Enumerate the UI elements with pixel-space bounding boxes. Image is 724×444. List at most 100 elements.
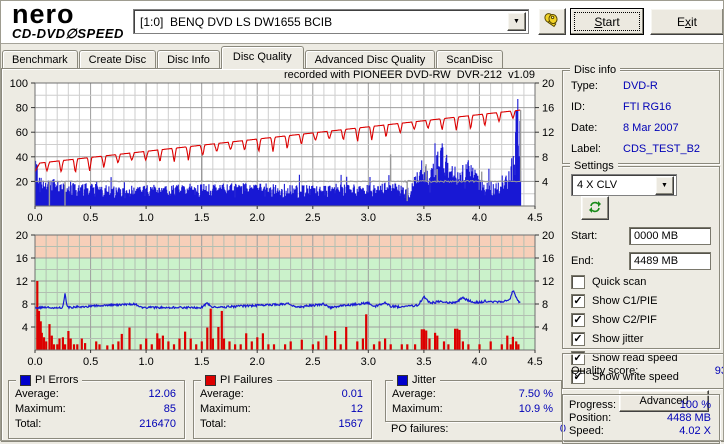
keys-icon (543, 12, 561, 31)
quality-score-label: Quality score: (571, 365, 639, 377)
svg-text:0.5: 0.5 (83, 356, 98, 368)
checkbox-icon[interactable]: ✓ (571, 332, 585, 346)
stat-label: Speed: (569, 425, 604, 437)
svg-text:0.5: 0.5 (83, 212, 98, 222)
stat-row: Speed: 4.02 X (563, 425, 719, 438)
tab-scandisc[interactable]: ScanDisc (436, 50, 503, 69)
svg-text:60: 60 (16, 127, 28, 139)
svg-text:8: 8 (22, 299, 28, 311)
pi-errors-legend: PI Errors (16, 374, 83, 386)
checkbox-icon[interactable]: ✓ (571, 370, 585, 384)
tab-create-disc[interactable]: Create Disc (78, 50, 157, 69)
start-field[interactable]: 0000 MB (629, 227, 711, 245)
pi-errors-swatch-icon (20, 374, 31, 386)
scan-speed-select[interactable]: 4 X CLV ▼ (571, 174, 677, 196)
disc-info-label: Label: (571, 143, 601, 155)
disc-info-label: Date: (571, 122, 598, 134)
checkbox-icon[interactable] (571, 275, 585, 289)
checkbox-show-c2-pif[interactable]: ✓ Show C2/PIF (571, 313, 711, 327)
pi-failures-title: PI Failures (220, 374, 273, 386)
svg-text:3.5: 3.5 (416, 356, 431, 368)
drive-select-arrow-button[interactable]: ▼ (507, 12, 526, 31)
svg-text:4.5: 4.5 (527, 356, 542, 368)
checkbox-show-read-speed[interactable]: ✓ Show read speed (571, 351, 711, 365)
svg-text:8: 8 (542, 152, 548, 164)
progress-panel: Progress: 100 % Position: 4488 MB Speed: 4.02… (562, 394, 720, 444)
pi-errors-rows: Average: 12.06 Maximum: 85 Total: 216470 (9, 381, 184, 432)
svg-text:4.0: 4.0 (472, 212, 487, 222)
checkbox-icon[interactable]: ✓ (571, 294, 585, 308)
checkbox-label: Show write speed (592, 371, 679, 383)
refresh-button[interactable] (581, 196, 609, 220)
disc-info-label: ID: (571, 101, 586, 113)
quality-score-panel: Quality score: 93 (562, 353, 724, 389)
stat-label: Total: (200, 418, 227, 430)
stat-row: Average: 0.01 (194, 387, 371, 402)
stat-value: 7.50 % (518, 388, 553, 400)
disc-info-value: CDS_TEST_B2 (623, 143, 701, 155)
checkbox-quick-scan[interactable]: Quick scan (571, 275, 711, 289)
progress-rows: Progress: 100 % Position: 4488 MB Speed: 4.02… (563, 399, 719, 438)
settings-panel: Settings 4 X CLV ▼ Start: 0000 (562, 160, 720, 412)
disc-info-value: DVD-R (623, 80, 658, 92)
svg-text:16: 16 (16, 253, 28, 265)
scan-speed-arrow-button[interactable]: ▼ (655, 175, 674, 195)
po-failures-label: PO failures: (391, 423, 449, 435)
stat-row: Average: 7.50 % (386, 387, 561, 402)
pi-failures-rows: Average: 0.01 Maximum: 12 Total: 1567 (194, 381, 371, 432)
stat-label: Average: (200, 388, 244, 400)
disc-info-legend: Disc info (570, 64, 621, 76)
chevron-down-icon: ▼ (513, 18, 520, 25)
disc-info-title: Disc info (574, 64, 617, 76)
pi-failures-panel: PI Failures Average: 0.01 Maximum: 12 Total:… (193, 374, 372, 439)
settings-checkboxes: Quick scan ✓ Show C1/PIE ✓ Show C2/PIF ✓ Show … (571, 275, 711, 384)
stat-value: 85 (163, 403, 176, 415)
stat-label: Maximum: (15, 403, 66, 415)
start-field-label: Start: (571, 230, 598, 242)
stat-row: Average: 12.06 (9, 387, 184, 402)
svg-text:12: 12 (542, 276, 554, 288)
checkbox-show-jitter[interactable]: ✓ Show jitter (571, 332, 711, 346)
jitter-swatch-icon (397, 374, 408, 386)
svg-text:8: 8 (542, 299, 548, 311)
stat-value: 4.02 X (679, 425, 711, 437)
stat-row: Position: 4488 MB (563, 412, 719, 425)
settings-title: Settings (574, 160, 614, 172)
stat-row: Progress: 100 % (563, 399, 719, 412)
svg-text:0.0: 0.0 (27, 356, 42, 368)
checkbox-icon[interactable]: ✓ (571, 351, 585, 365)
svg-text:40: 40 (16, 152, 28, 164)
pi-failures-legend: PI Failures (201, 374, 277, 386)
stat-value: 4488 MB (666, 412, 711, 424)
options-button[interactable] (538, 8, 566, 35)
stat-label: Average: (392, 388, 436, 400)
end-field[interactable]: 4489 MB (629, 252, 711, 270)
logo-nero-text: nero (12, 0, 75, 29)
checkbox-show-c1-pie[interactable]: ✓ Show C1/PIE (571, 294, 711, 308)
tab-disc-info[interactable]: Disc Info (157, 50, 220, 69)
svg-text:100: 100 (10, 78, 28, 90)
stat-label: Total: (15, 418, 42, 430)
jitter-panel: Jitter Average: 7.50 % Maximum: 10.9 % (385, 374, 562, 422)
checkbox-show-write-speed[interactable]: ✓ Show write speed (571, 370, 711, 384)
jitter-legend: Jitter (393, 374, 440, 386)
drive-select[interactable]: [1:0] BENQ DVD LS DW1655 BCIB ▼ (133, 9, 529, 34)
svg-text:2.5: 2.5 (305, 356, 320, 368)
tab-advanced-disc-quality[interactable]: Advanced Disc Quality (304, 50, 436, 69)
stat-row: Maximum: 12 (194, 402, 371, 417)
advanced-button[interactable]: Advanced (619, 390, 709, 412)
checkbox-label: Show C1/PIE (592, 295, 658, 307)
disc-info-value: 8 Mar 2007 (623, 122, 679, 134)
disc-info-label: Type: (571, 80, 598, 92)
jitter-pif-chart: 0.0 0.5 1.0 1.5 2.0 2.5 3.0 3.5 4.0 4.5 4 8 12 16 20 4 8… (6, 228, 560, 368)
pi-failures-swatch-icon (205, 374, 216, 386)
tab-benchmark[interactable]: Benchmark (2, 50, 78, 69)
tab-disc-quality[interactable]: Disc Quality (220, 46, 304, 69)
svg-text:4.0: 4.0 (472, 356, 487, 368)
checkbox-label: Show read speed (592, 352, 678, 364)
disc-info-value: FTI RG16 (623, 101, 672, 113)
checkbox-icon[interactable]: ✓ (571, 313, 585, 327)
stat-value: 12 (350, 403, 363, 415)
